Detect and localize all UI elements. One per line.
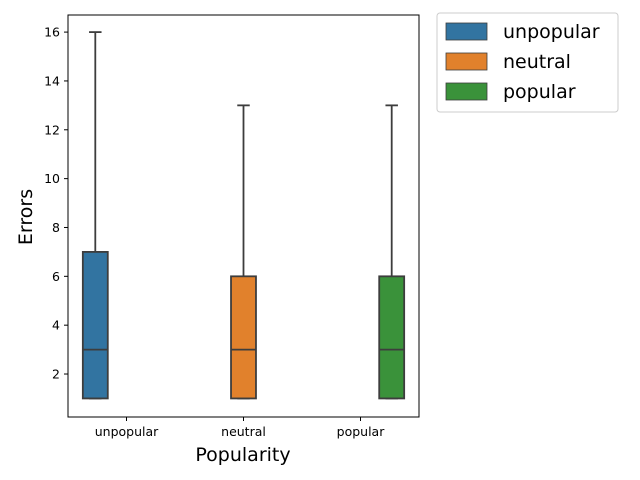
x-tick-label: popular: [337, 424, 386, 439]
x-tick-label: neutral: [221, 424, 266, 439]
y-axis-label: Errors: [15, 189, 37, 245]
x-axis-ticks: unpopular neutral popular: [95, 417, 385, 439]
y-tick-label: 14: [44, 73, 60, 88]
box-neutral: [230, 275, 257, 400]
y-tick-label: 10: [44, 171, 60, 186]
x-tick-label: unpopular: [95, 424, 159, 439]
y-tick-label: 12: [44, 122, 60, 137]
legend-swatch: [445, 82, 488, 101]
legend-label: popular: [503, 81, 576, 103]
legend-swatch: [445, 52, 488, 71]
legend-swatch: [445, 22, 488, 41]
y-tick-label: 2: [52, 367, 60, 382]
y-axis-ticks: 2 4 6 8 10 12 14 16: [44, 25, 68, 382]
y-tick-label: 4: [52, 318, 60, 333]
x-axis-label: Popularity: [195, 444, 290, 466]
box-unpopular: [81, 251, 109, 400]
y-tick-label: 8: [52, 220, 60, 235]
legend-label: unpopular: [503, 21, 600, 43]
y-tick-label: 16: [44, 25, 60, 40]
y-tick-label: 6: [52, 269, 60, 284]
plot-area: [67, 14, 420, 418]
legend-label: neutral: [503, 51, 571, 73]
box-popular: [378, 275, 406, 400]
legend: unpopular neutral popular: [436, 12, 619, 113]
